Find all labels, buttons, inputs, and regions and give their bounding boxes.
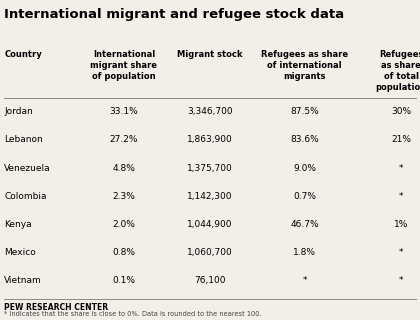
Text: 1,044,900: 1,044,900 [187, 220, 233, 229]
Text: 2.0%: 2.0% [113, 220, 135, 229]
Text: 0.1%: 0.1% [113, 276, 135, 285]
Text: *: * [302, 276, 307, 285]
Text: Migrant stock: Migrant stock [177, 50, 243, 59]
Text: 1.8%: 1.8% [293, 248, 316, 257]
Text: *: * [399, 164, 403, 172]
Text: 1,863,900: 1,863,900 [187, 135, 233, 144]
Text: Venezuela: Venezuela [4, 164, 51, 172]
Text: 1,060,700: 1,060,700 [187, 248, 233, 257]
Text: 0.7%: 0.7% [293, 192, 316, 201]
Text: International
migrant share
of population: International migrant share of populatio… [90, 50, 158, 81]
Text: 76,100: 76,100 [194, 276, 226, 285]
Text: 1%: 1% [394, 220, 408, 229]
Text: 3,346,700: 3,346,700 [187, 107, 233, 116]
Text: 83.6%: 83.6% [290, 135, 319, 144]
Text: * Indicates that the share is close to 0%. Data is rounded to the nearest 100.: * Indicates that the share is close to 0… [4, 311, 262, 317]
Text: International migrant and refugee stock data: International migrant and refugee stock … [4, 8, 344, 21]
Text: 46.7%: 46.7% [290, 220, 319, 229]
Text: Refugees
as share
of total
population: Refugees as share of total population [375, 50, 420, 92]
Text: Kenya: Kenya [4, 220, 32, 229]
Text: 33.1%: 33.1% [110, 107, 138, 116]
Text: Country: Country [4, 50, 42, 59]
Text: 1,142,300: 1,142,300 [187, 192, 233, 201]
Text: Jordan: Jordan [4, 107, 33, 116]
Text: 87.5%: 87.5% [290, 107, 319, 116]
Text: Colombia: Colombia [4, 192, 47, 201]
Text: Refugees as share
of international
migrants: Refugees as share of international migra… [261, 50, 348, 81]
Text: 9.0%: 9.0% [293, 164, 316, 172]
Text: 21%: 21% [391, 135, 411, 144]
Text: Vietnam: Vietnam [4, 276, 42, 285]
Text: 2.3%: 2.3% [113, 192, 135, 201]
Text: *: * [399, 276, 403, 285]
Text: 4.8%: 4.8% [113, 164, 135, 172]
Text: *: * [399, 192, 403, 201]
Text: *: * [399, 248, 403, 257]
Text: 30%: 30% [391, 107, 411, 116]
Text: Lebanon: Lebanon [4, 135, 43, 144]
Text: PEW RESEARCH CENTER: PEW RESEARCH CENTER [4, 303, 108, 312]
Text: 27.2%: 27.2% [110, 135, 138, 144]
Text: 0.8%: 0.8% [113, 248, 135, 257]
Text: Mexico: Mexico [4, 248, 36, 257]
Text: 1,375,700: 1,375,700 [187, 164, 233, 172]
